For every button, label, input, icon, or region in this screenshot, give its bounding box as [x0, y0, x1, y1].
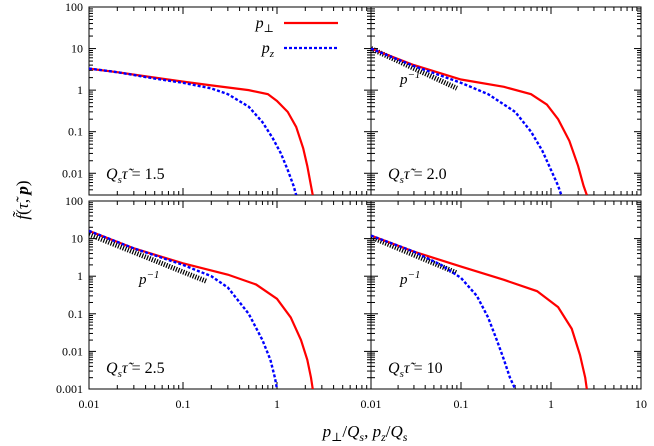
plot-area: [371, 46, 588, 195]
series-p-z: [89, 229, 279, 389]
y-axis-title: f̃(τ̃, p): [13, 180, 32, 219]
panel-4: Qsτ̃ = 10 p−1: [370, 200, 642, 390]
y-tick-label: 1: [77, 83, 83, 97]
x-tick-label: 0.1: [176, 397, 191, 411]
x-tick-label: 0.01: [79, 397, 100, 411]
y-tick-label: 0.1: [68, 307, 83, 321]
series-p-perp: [371, 47, 588, 195]
plot-area: [89, 229, 314, 389]
series-p-z: [371, 47, 563, 195]
legend-label-p-z: pz: [261, 40, 275, 60]
y-tick-label: 100: [65, 0, 83, 14]
panel-annotation: Qsτ̃ = 2.5: [106, 360, 165, 380]
x-tick-label: 0.01: [361, 397, 382, 411]
guide-label: p−1: [399, 269, 420, 288]
y-tick-label: 0.001: [56, 382, 83, 396]
guide-power-law: [371, 234, 458, 276]
panel-3: Qsτ̃ = 2.5 p−1: [88, 200, 372, 390]
x-tick-label: 1: [274, 397, 280, 411]
x-tick-label: 0.1: [454, 397, 469, 411]
panel-frame: [370, 6, 642, 196]
series-p-z: [89, 67, 298, 195]
x-tick-label: 1: [548, 397, 554, 411]
y-tick-label: 0.1: [68, 125, 83, 139]
guide-label: p−1: [399, 69, 420, 88]
panel-annotation: Qsτ̃ = 1.5: [106, 166, 165, 186]
y-tick-label: 1: [77, 269, 83, 283]
guide-power-law: [89, 231, 208, 284]
legend-label-p-perp: p⊥: [255, 15, 274, 35]
plot-area: [89, 67, 314, 195]
panel-annotation: Qsτ̃ = 2.0: [388, 166, 447, 186]
plot-area: [371, 234, 588, 389]
guide-label: p−1: [138, 269, 159, 288]
y-tick-label: 0.01: [62, 166, 83, 180]
x-axis-title: p⊥/Qs, pz/Qs: [322, 422, 408, 444]
panel-annotation: Qsτ̃ = 10: [388, 360, 443, 380]
series-p-perp: [371, 234, 588, 389]
panel-2: Qsτ̃ = 2.0 p−1: [370, 6, 642, 196]
y-tick-label: 0.01: [62, 344, 83, 358]
y-tick-label: 10: [71, 232, 83, 246]
y-tick-label: 10: [71, 42, 83, 56]
panel-1: Qsτ̃ = 1.5: [88, 6, 372, 196]
series-p-z: [371, 234, 517, 389]
y-tick-label: 100: [65, 194, 83, 208]
x-tick-label: 10: [635, 397, 647, 411]
panel-frame: [370, 200, 642, 390]
